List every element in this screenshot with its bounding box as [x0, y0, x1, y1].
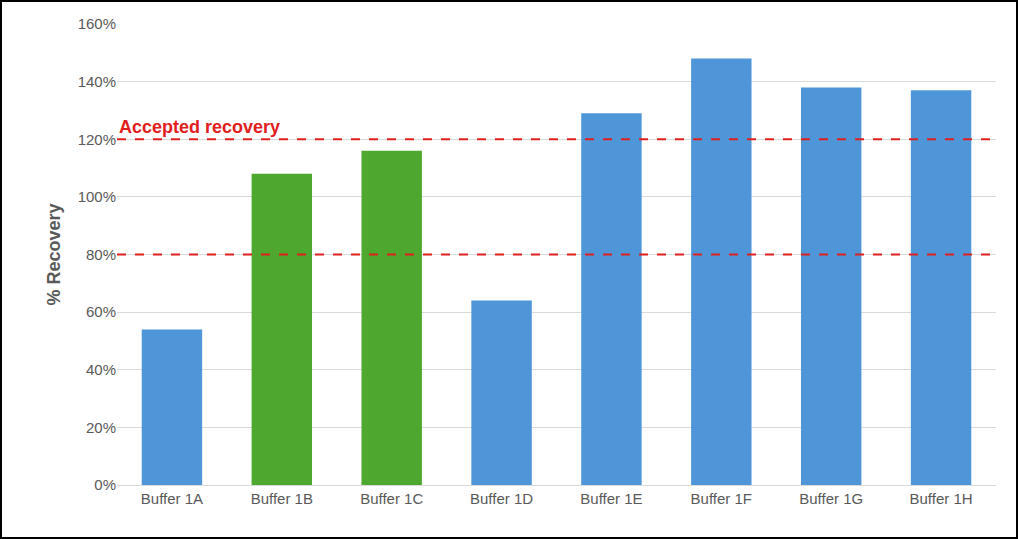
svg-text:Buffer 1B: Buffer 1B: [251, 490, 313, 507]
svg-text:80%: 80%: [86, 246, 116, 263]
svg-text:20%: 20%: [86, 419, 116, 436]
svg-text:Buffer 1A: Buffer 1A: [141, 490, 203, 507]
svg-text:Buffer 1G: Buffer 1G: [799, 490, 863, 507]
svg-text:Buffer 1H: Buffer 1H: [910, 490, 973, 507]
svg-text:160%: 160%: [78, 15, 116, 32]
svg-text:Buffer 1F: Buffer 1F: [691, 490, 752, 507]
svg-text:Buffer 1E: Buffer 1E: [580, 490, 642, 507]
svg-text:100%: 100%: [78, 188, 116, 205]
svg-text:% Recovery: % Recovery: [44, 203, 64, 305]
svg-text:120%: 120%: [78, 131, 116, 148]
svg-text:Buffer 1C: Buffer 1C: [360, 490, 423, 507]
svg-text:Buffer 1D: Buffer 1D: [470, 490, 533, 507]
svg-text:0%: 0%: [94, 476, 116, 493]
svg-text:40%: 40%: [86, 361, 116, 378]
svg-text:60%: 60%: [86, 303, 116, 320]
svg-text:Accepted recovery: Accepted recovery: [119, 117, 280, 137]
svg-text:140%: 140%: [78, 73, 116, 90]
